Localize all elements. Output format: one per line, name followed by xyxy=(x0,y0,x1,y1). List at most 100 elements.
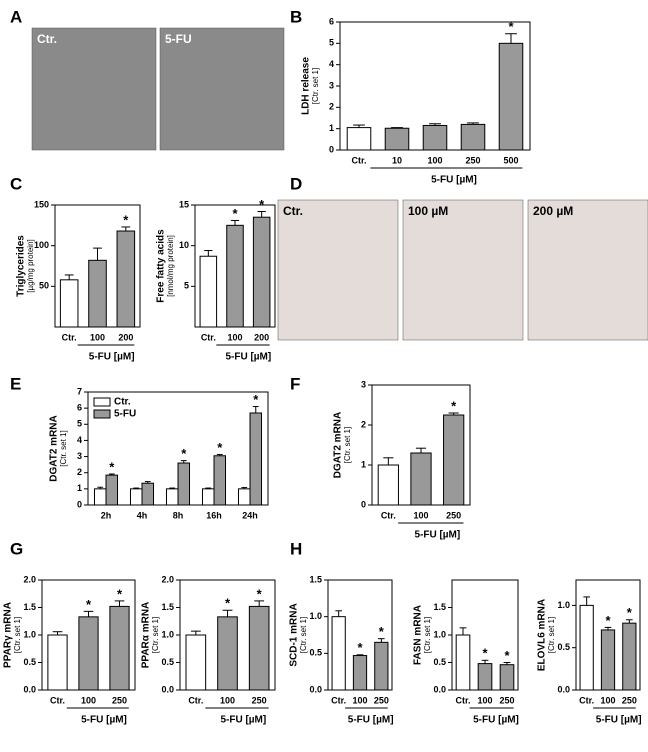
x-tick-label: 500 xyxy=(503,155,518,165)
error-bar xyxy=(391,127,403,129)
y-tick-label: 0.0 xyxy=(161,684,174,694)
bar xyxy=(600,629,616,691)
y-axis-unit: [Ctr. set 1] xyxy=(59,430,68,466)
y-tick-label: 0.5 xyxy=(557,642,570,652)
y-tick-label: 2.0 xyxy=(23,574,36,584)
x-tick-label: 16h xyxy=(206,510,222,520)
bar xyxy=(443,414,465,506)
error-bar xyxy=(97,486,104,489)
error-bar xyxy=(257,211,266,218)
error-bar xyxy=(108,473,115,476)
x-axis-label: 5-FU [µM] xyxy=(81,715,127,726)
bar xyxy=(352,655,368,691)
y-axis-unit: [Ctr. set 1] xyxy=(547,617,556,653)
y-tick-label: 6 xyxy=(329,16,334,26)
x-tick-label: 250 xyxy=(465,155,480,165)
x-tick-label: Ctr. xyxy=(331,695,346,705)
bar xyxy=(47,634,68,691)
x-tick-label: 100 xyxy=(413,510,428,520)
x-tick-label: 10 xyxy=(392,155,402,165)
error-bar xyxy=(216,453,223,456)
bar xyxy=(105,474,119,506)
bar xyxy=(59,279,79,328)
x-tick-label: 250 xyxy=(252,695,267,705)
y-axis-unit: [Ctr. set 1] xyxy=(311,68,320,104)
x-tick-label: 200 xyxy=(254,332,269,342)
error-bar xyxy=(429,123,441,126)
error-bar xyxy=(252,406,259,413)
image-label: Ctr. xyxy=(37,32,57,46)
x-axis-label: 5-FU [µM] xyxy=(596,715,642,726)
panel-letter: C xyxy=(10,174,22,193)
x-tick-label: 4h xyxy=(137,510,148,520)
significance-marker: * xyxy=(253,392,259,407)
error-bar xyxy=(83,610,94,617)
significance-marker: * xyxy=(627,605,633,620)
y-tick-label: 10 xyxy=(179,240,189,250)
y-axis-label: LDH release xyxy=(301,57,312,115)
bar xyxy=(346,127,372,151)
bar xyxy=(78,616,99,691)
y-axis-unit: [nmol/mg protein] xyxy=(166,235,175,297)
error-bar xyxy=(335,610,342,617)
x-axis-label: 5-FU [µM] xyxy=(473,715,519,726)
x-tick-label: 2h xyxy=(101,510,112,520)
y-axis-label: DGAT2 mRNA xyxy=(49,415,60,481)
error-bar xyxy=(204,250,213,257)
bar xyxy=(622,622,637,691)
x-tick-label: 250 xyxy=(374,695,389,705)
bar xyxy=(129,488,143,506)
y-axis-label: FASN mRNA xyxy=(413,605,424,665)
error-bar xyxy=(190,630,201,635)
error-bar xyxy=(180,460,187,464)
y-tick-label: 1.0 xyxy=(309,611,322,621)
x-axis-label: 5-FU [µM] xyxy=(225,352,271,363)
y-tick-label: 1.0 xyxy=(23,629,36,639)
bar xyxy=(252,216,271,328)
y-axis-unit: [Ctr. set 1] xyxy=(151,617,160,653)
bar xyxy=(237,488,251,506)
y-tick-label: 1.5 xyxy=(433,602,446,612)
micrograph xyxy=(159,27,285,151)
x-tick-label: 250 xyxy=(446,510,461,520)
micrograph xyxy=(31,27,157,151)
x-tick-label: 100 xyxy=(477,695,492,705)
y-tick-label: 7 xyxy=(77,386,82,396)
y-tick-label: 5 xyxy=(77,419,82,429)
y-tick-label: 0.0 xyxy=(433,684,446,694)
legend-swatch xyxy=(93,397,111,407)
significance-marker: * xyxy=(504,648,510,663)
micrograph xyxy=(527,199,648,341)
bar xyxy=(213,455,227,506)
legend-label: 5-FU xyxy=(114,409,136,420)
significance-marker: * xyxy=(259,197,265,212)
y-tick-label: 0 xyxy=(361,499,366,509)
y-tick-label: 0.5 xyxy=(161,657,174,667)
y-axis-unit: [Ctr. set 1] xyxy=(299,617,308,653)
y-axis-unit: [Ctr. set 1] xyxy=(343,427,352,463)
x-tick-label: Ctr. xyxy=(188,695,203,705)
error-bar xyxy=(64,274,74,280)
significance-marker: * xyxy=(482,646,488,661)
x-tick-label: Ctr. xyxy=(579,695,594,705)
error-bar xyxy=(378,638,385,643)
bar xyxy=(422,124,448,151)
panel-letter: G xyxy=(10,539,23,558)
y-tick-label: 3 xyxy=(361,379,366,389)
bar xyxy=(579,604,594,691)
x-axis-label: 5-FU [µM] xyxy=(414,530,460,541)
legend-swatch xyxy=(93,409,111,419)
micrograph xyxy=(402,199,524,341)
error-bar xyxy=(121,226,131,232)
significance-marker: * xyxy=(117,586,123,601)
x-tick-label: 250 xyxy=(622,695,637,705)
error-bar xyxy=(241,487,248,489)
micrograph xyxy=(277,199,399,341)
significance-marker: * xyxy=(379,624,385,639)
error-bar xyxy=(583,596,590,606)
bar xyxy=(226,224,244,328)
significance-marker: * xyxy=(605,613,611,628)
y-axis-label: DGAT2 mRNA xyxy=(333,412,344,478)
y-tick-label: 100 xyxy=(34,240,49,250)
